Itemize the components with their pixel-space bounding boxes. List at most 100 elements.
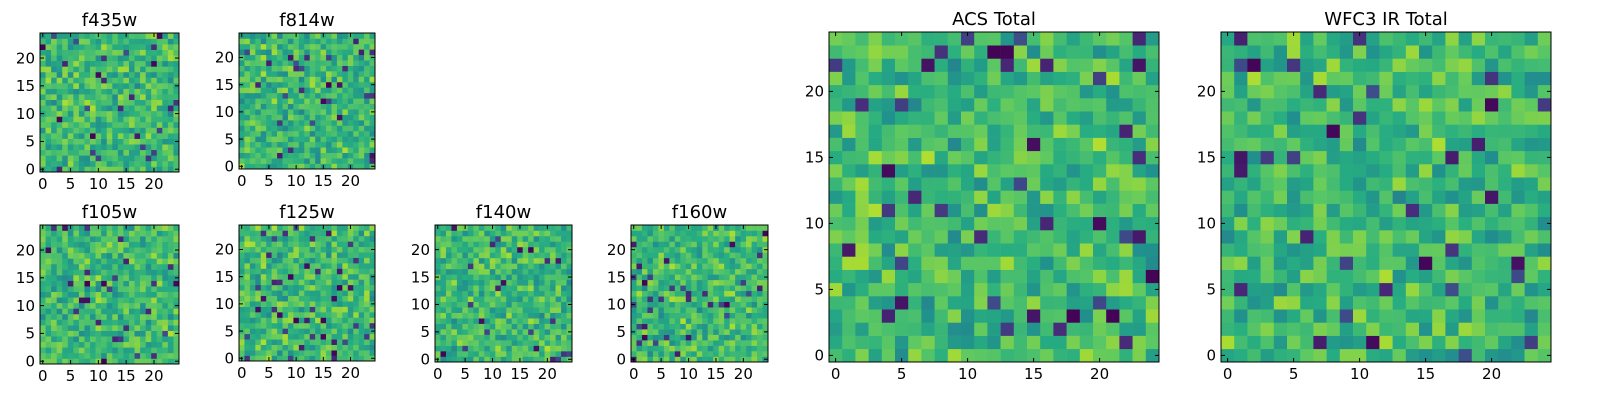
heatmap-cell (451, 274, 458, 281)
heatmap-cell (282, 273, 289, 280)
heatmap-cell (1313, 282, 1327, 297)
heatmap-cell (282, 252, 289, 258)
heatmap-cell (495, 225, 502, 231)
heatmap-cell (106, 94, 113, 101)
heatmap-cell (868, 216, 883, 231)
heatmap-cell (282, 225, 289, 231)
heatmap-cell (1445, 190, 1459, 204)
heatmap-cell (718, 241, 725, 248)
heatmap-cell (277, 225, 283, 231)
heatmap-cell (277, 103, 283, 110)
heatmap-cell (855, 32, 869, 46)
heatmap-cell (117, 275, 124, 281)
heatmap-cell (167, 225, 174, 231)
heatmap-cell (156, 286, 163, 293)
heatmap-cell (680, 307, 687, 313)
heatmap-cell (740, 235, 747, 242)
heatmap-cell (151, 133, 158, 139)
heatmap-cell (663, 312, 670, 319)
heatmap-cell (1392, 203, 1407, 218)
heatmap-cell (456, 246, 463, 253)
heatmap-cell (641, 257, 648, 264)
heatmap-cell (1145, 150, 1160, 165)
heatmap-cell (101, 263, 108, 270)
heatmap-cell (1145, 124, 1160, 138)
heatmap-cell (1145, 32, 1160, 46)
heatmap-cell (855, 296, 869, 310)
heatmap-cell (151, 330, 158, 337)
heatmap-cell (1145, 309, 1160, 323)
heatmap-cell (724, 351, 730, 357)
heatmap-cell (347, 81, 354, 88)
heatmap-cell (67, 258, 74, 265)
heatmap-cell (298, 81, 305, 88)
heatmap-cell (140, 121, 146, 128)
heatmap-cell (90, 280, 96, 287)
heatmap-cell (347, 333, 354, 340)
heatmap-cell (320, 230, 327, 237)
heatmap-cell (702, 340, 709, 346)
heatmap-cell (506, 263, 513, 270)
heatmap-cell (921, 243, 935, 257)
heatmap-cell (73, 66, 80, 73)
heatmap-cell (320, 322, 327, 329)
heatmap-cell (647, 257, 654, 264)
heatmap-cell (647, 340, 654, 346)
heatmap-cell (260, 301, 267, 307)
heatmap-cell (451, 235, 458, 242)
heatmap-cell (95, 138, 102, 145)
y-tick-label: 15 (16, 77, 35, 95)
heatmap-cell (456, 274, 463, 281)
heatmap-cell (244, 163, 251, 170)
x-tick-label: 5 (264, 364, 274, 382)
heatmap-cell (740, 230, 747, 237)
heatmap-cell (331, 328, 338, 335)
x-tick-label: 10 (958, 365, 977, 383)
heatmap-cell (347, 130, 354, 137)
heatmap-cell (134, 308, 141, 315)
heatmap-cell (320, 114, 327, 121)
heatmap-cell (260, 355, 267, 362)
heatmap-cell (669, 252, 676, 259)
heatmap-cell (315, 49, 321, 56)
heatmap-cell (1106, 124, 1120, 138)
heatmap-cell (364, 43, 370, 50)
heatmap-cell (78, 347, 85, 354)
heatmap-cell (511, 340, 518, 346)
heatmap-cell (495, 246, 502, 253)
x-tick-label: 0 (237, 172, 247, 190)
heatmap-cell (145, 99, 152, 106)
heatmap-cell (173, 286, 180, 293)
heatmap-cell (239, 120, 245, 126)
heatmap-cell (326, 120, 332, 126)
heatmap-cell (881, 203, 896, 218)
heatmap-cell (544, 312, 551, 319)
heatmap-cell (156, 66, 163, 73)
heatmap-cell (140, 280, 146, 287)
heatmap-cell (566, 285, 573, 292)
heatmap-cell (331, 49, 338, 56)
heatmap-cell (353, 43, 359, 50)
heatmap-cell (729, 301, 736, 308)
heatmap-cell (298, 98, 305, 105)
heatmap-cell (696, 279, 703, 286)
heatmap-cell (696, 318, 703, 324)
heatmap-cell (123, 60, 130, 67)
heatmap-cell (101, 308, 108, 315)
heatmap-cell (287, 273, 294, 280)
heatmap-cell (713, 230, 719, 237)
heatmap-cell (331, 125, 338, 132)
heatmap-cell (1379, 230, 1393, 244)
heatmap-cell (740, 241, 747, 248)
heatmap-cell (287, 339, 294, 345)
heatmap-cell (746, 351, 752, 357)
heatmap-cell (1485, 269, 1499, 284)
heatmap-cell (647, 235, 654, 242)
heatmap-cell (895, 230, 909, 244)
heatmap-cell (84, 99, 91, 106)
heatmap-cell (829, 98, 843, 112)
heatmap-cell (713, 296, 719, 303)
heatmap-cell (331, 163, 338, 170)
heatmap-cell (1471, 190, 1486, 204)
heatmap-cell (1498, 269, 1512, 284)
